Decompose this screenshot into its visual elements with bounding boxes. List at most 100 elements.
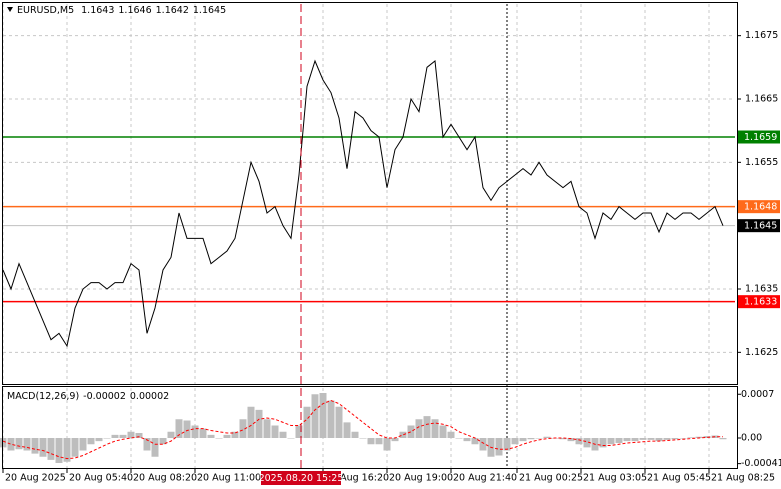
macd-value: -0.00002 xyxy=(83,391,126,402)
x-tick-label: 20 Aug 11:00 xyxy=(197,473,261,484)
x-tick-label: 21 Aug 03:05 xyxy=(583,473,647,484)
macd-y-tick-label: -0.00041 xyxy=(741,458,781,469)
macd-bar xyxy=(631,438,639,442)
macd-bar xyxy=(311,394,319,438)
x-tick-label: 21 Aug 00:25 xyxy=(519,473,583,484)
macd-bar xyxy=(671,438,679,440)
price-level-label: 1.1633 xyxy=(744,297,777,308)
macd-bar xyxy=(559,438,567,440)
macd-y-tick-label: 0.00 xyxy=(741,433,762,444)
signal-value: 0.00002 xyxy=(130,391,169,402)
macd-bar xyxy=(215,438,223,439)
macd-bar xyxy=(167,431,175,438)
macd-bar xyxy=(375,438,383,445)
macd-bar xyxy=(391,438,399,442)
macd-bar xyxy=(583,438,591,448)
macd-bar xyxy=(71,438,79,457)
macd-bar xyxy=(15,438,23,450)
macd-bar xyxy=(31,438,39,454)
macd-bar xyxy=(295,425,303,438)
macd-bar xyxy=(191,425,199,438)
x-tick-label: 21 Aug 08:25 xyxy=(711,473,775,484)
price-level-label: 1.1659 xyxy=(744,132,777,143)
macd-name: MACD(12,26,9) xyxy=(7,391,79,402)
macd-bar xyxy=(655,438,663,442)
macd-bar xyxy=(127,431,135,438)
macd-bar xyxy=(63,438,71,462)
macd-bar xyxy=(183,420,191,438)
macd-bar xyxy=(407,425,415,438)
chart-header: EURUSD,M5 1.1643 1.1646 1.1642 1.1645 xyxy=(17,5,226,16)
symbol: EURUSD,M5 xyxy=(17,5,74,16)
open: 1.1643 xyxy=(81,5,114,16)
macd-bar xyxy=(143,438,151,451)
macd-bar xyxy=(439,425,447,438)
macd-bar xyxy=(343,422,351,438)
macd-bar xyxy=(23,438,31,451)
macd-bar xyxy=(119,434,127,438)
macd-bar xyxy=(303,406,311,438)
macd-bar xyxy=(623,438,631,442)
macd-bar xyxy=(695,436,703,438)
macd-bar xyxy=(447,431,455,438)
macd-bar xyxy=(47,438,55,460)
price-level-box xyxy=(738,130,780,144)
macd-bar xyxy=(135,433,143,438)
macd-bar xyxy=(703,436,711,438)
price-panel-frame xyxy=(2,2,738,385)
macd-bar xyxy=(599,438,607,448)
x-tick-label: 20 Aug 21:40 xyxy=(453,473,517,484)
x-tick-label: 20 Aug 16:20 xyxy=(325,473,389,484)
price-level-box xyxy=(738,295,780,309)
axis-layer: 20 Aug 2025 20 Aug 05:40 20 Aug 08:20 20 Au… xyxy=(2,30,781,485)
macd-panel-frame xyxy=(2,386,738,469)
low: 1.1642 xyxy=(156,5,189,16)
macd-header: MACD(12,26,9) -0.00002 0.00002 xyxy=(7,391,169,402)
y-tick-label: 1.1675 xyxy=(745,30,778,41)
macd-bar xyxy=(151,438,159,457)
price-level-box xyxy=(738,219,780,233)
macd-bar xyxy=(95,438,103,442)
macd-bar xyxy=(383,438,391,451)
macd-bar xyxy=(471,438,479,445)
macd-bar xyxy=(615,438,623,443)
macd-bar xyxy=(207,434,215,438)
macd-bar xyxy=(495,438,503,456)
macd-bar xyxy=(327,400,335,438)
macd-bar xyxy=(7,438,15,451)
macd-bar xyxy=(607,438,615,445)
macd-bar xyxy=(239,419,247,438)
macd-bar xyxy=(535,438,543,439)
x-tick-label: 20 Aug 19:00 xyxy=(389,473,453,484)
macd-bar xyxy=(663,438,671,440)
macd-bar xyxy=(271,425,279,438)
macd-bar xyxy=(87,438,95,445)
macd-bar xyxy=(455,438,463,439)
y-tick-label: 1.1635 xyxy=(745,284,778,295)
macd-bar xyxy=(567,438,575,442)
x-tick-label: 20 Aug 2025 xyxy=(5,473,66,484)
macd-bar xyxy=(511,438,519,445)
macd-bar xyxy=(231,431,239,438)
macd-bar xyxy=(279,431,287,438)
macd-bar xyxy=(111,434,119,438)
macd-bar xyxy=(335,406,343,438)
macd-bar xyxy=(399,431,407,438)
x-tick-label: 20 Aug 05:40 xyxy=(69,473,133,484)
macd-bar xyxy=(719,438,727,440)
macd-y-tick-label: 0.0007 xyxy=(741,389,774,400)
y-tick-label: 1.1655 xyxy=(745,157,778,168)
macd-bar xyxy=(463,438,471,442)
symbol-menu-icon[interactable] xyxy=(7,7,13,12)
macd-bar xyxy=(479,438,487,451)
macd-bar xyxy=(687,437,695,438)
macd-bar xyxy=(527,438,535,440)
macd-bar xyxy=(175,419,183,438)
y-tick-label: 1.1665 xyxy=(745,94,778,105)
macd-bar xyxy=(223,434,231,438)
signal-line xyxy=(2,399,723,460)
high: 1.1646 xyxy=(118,5,151,16)
macd-bar xyxy=(55,438,63,463)
macd-bar xyxy=(647,438,655,440)
